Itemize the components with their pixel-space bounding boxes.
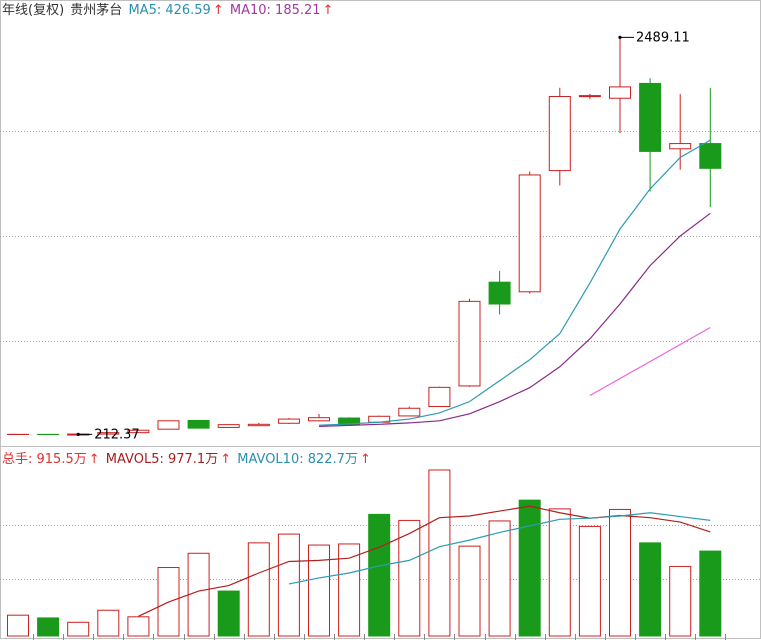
annotation-label: 212.37 [94, 427, 140, 442]
ma5-readout: MA5: 426.59 [128, 3, 211, 18]
volume-bar-up [67, 621, 90, 637]
candle-up [157, 420, 180, 430]
total-volume-up-arrow-icon: ↑ [88, 452, 100, 467]
candle-up [217, 424, 240, 428]
candle-down [488, 281, 511, 305]
candle-up [127, 429, 150, 434]
volume-bar-down [368, 513, 391, 637]
ma5-line [318, 139, 711, 426]
candle-up [428, 386, 451, 408]
volume-bar-up [338, 543, 361, 637]
volume-bar-up [127, 616, 150, 637]
volume-bar-up [458, 545, 481, 637]
volume-bar-up [548, 508, 571, 637]
candle-up [609, 86, 631, 99]
stock-name: 贵州茅台 [70, 3, 123, 18]
volume-bar-up [308, 544, 330, 637]
candle-up [97, 432, 120, 435]
candle-down [639, 82, 662, 152]
volume-bar-up [277, 533, 300, 637]
candle-up [548, 95, 571, 172]
annotation-dot [618, 35, 622, 39]
annotation-label: 2489.11 [636, 30, 690, 45]
long-ma-line [589, 327, 711, 397]
candle-down [699, 143, 722, 169]
volume-bar-down [37, 617, 60, 637]
annotation-dot [76, 432, 80, 436]
volume-bar-down [699, 550, 722, 637]
volume-bar-up [578, 525, 601, 637]
volume-bar-up [97, 609, 120, 637]
mavol10-readout: MAVOL10: 822.7万 [237, 452, 358, 467]
volume-bar-down [217, 590, 240, 637]
candle-up [458, 300, 481, 387]
candle-up [578, 95, 601, 98]
volume-panel-header: 总手: 915.5万 ↑ MAVOL5: 977.1万 ↑ MAVOL10: 822… [2, 451, 373, 469]
volume-bar-up [428, 469, 451, 637]
volume-bar-up [609, 508, 631, 637]
total-volume-readout: 总手: 915.5万 [2, 452, 87, 467]
candle-up [669, 143, 692, 150]
ma10-readout: MA10: 185.21 [229, 3, 321, 18]
volume-bar-up [247, 542, 270, 637]
mavol5-up-arrow-icon: ↑ [220, 452, 232, 467]
mavol10-up-arrow-icon: ↑ [359, 452, 371, 467]
chart-period-label: 年线(复权) [2, 3, 65, 18]
candle-down [187, 419, 210, 429]
volume-bar-up [398, 519, 421, 637]
candle-up [308, 417, 330, 422]
ma10-up-arrow-icon: ↑ [322, 3, 334, 18]
volume-bar-down [639, 542, 662, 637]
candle-up [247, 423, 270, 427]
mavol5-readout: MAVOL5: 977.1万 [105, 452, 219, 467]
candle-up [518, 174, 541, 293]
ma5-up-arrow-icon: ↑ [212, 3, 224, 18]
volume-bar-down [518, 499, 541, 637]
price-panel-header: 年线(复权) 贵州茅台 MA5: 426.59 ↑ MA10: 185.21 ↑ [2, 2, 335, 20]
mavol10-line [288, 512, 711, 585]
volume-bar-up [669, 565, 692, 637]
candle-up [398, 407, 421, 417]
volume-bar-up [187, 552, 210, 637]
ma10-line [318, 212, 711, 427]
volume-bar-up [7, 614, 29, 637]
candle-up [277, 418, 300, 424]
candle-down [338, 417, 361, 426]
volume-bar-up [488, 520, 511, 637]
